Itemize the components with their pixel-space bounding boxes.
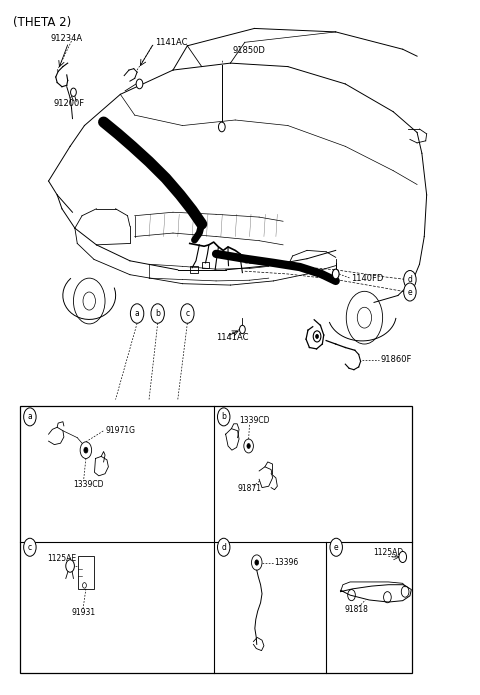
Text: 13396: 13396 bbox=[275, 558, 299, 567]
Text: 91818: 91818 bbox=[344, 605, 368, 614]
Bar bbox=[20, 407, 412, 673]
Text: (THETA 2): (THETA 2) bbox=[12, 16, 71, 29]
Circle shape bbox=[24, 538, 36, 556]
Circle shape bbox=[66, 559, 74, 572]
Circle shape bbox=[151, 304, 164, 323]
Text: 91931: 91931 bbox=[72, 608, 96, 617]
Circle shape bbox=[217, 538, 230, 556]
Circle shape bbox=[330, 538, 342, 556]
Text: 91871: 91871 bbox=[238, 484, 262, 493]
Circle shape bbox=[84, 448, 88, 453]
Text: e: e bbox=[334, 543, 338, 552]
Text: d: d bbox=[221, 543, 226, 552]
Circle shape bbox=[316, 334, 319, 338]
Text: 1140FD: 1140FD bbox=[351, 274, 384, 283]
Text: c: c bbox=[185, 309, 190, 318]
Circle shape bbox=[247, 443, 250, 448]
Circle shape bbox=[240, 325, 245, 334]
Text: c: c bbox=[28, 543, 32, 552]
Text: 91200F: 91200F bbox=[53, 99, 84, 108]
Text: 1141AC: 1141AC bbox=[155, 38, 187, 47]
Circle shape bbox=[399, 551, 407, 562]
Text: a: a bbox=[27, 412, 32, 421]
Circle shape bbox=[255, 560, 259, 565]
Text: 91234A: 91234A bbox=[51, 34, 83, 43]
Text: 91860F: 91860F bbox=[380, 355, 412, 364]
Circle shape bbox=[332, 269, 339, 279]
Bar bbox=[202, 262, 209, 268]
Text: 1141AC: 1141AC bbox=[216, 333, 249, 342]
Circle shape bbox=[71, 88, 76, 97]
Circle shape bbox=[136, 79, 143, 89]
Circle shape bbox=[218, 122, 225, 132]
Circle shape bbox=[131, 304, 144, 323]
Circle shape bbox=[404, 270, 416, 288]
Text: b: b bbox=[155, 309, 160, 318]
Circle shape bbox=[217, 408, 230, 426]
Circle shape bbox=[180, 304, 194, 323]
Bar bbox=[190, 265, 198, 272]
Text: a: a bbox=[135, 309, 140, 318]
Text: e: e bbox=[408, 288, 412, 297]
Bar bbox=[78, 555, 94, 589]
Text: 91971G: 91971G bbox=[105, 426, 135, 435]
Circle shape bbox=[404, 283, 416, 301]
Text: 1339CD: 1339CD bbox=[239, 416, 270, 425]
Text: 1125AE: 1125AE bbox=[48, 554, 77, 563]
Text: 1125AD: 1125AD bbox=[373, 548, 403, 557]
Text: b: b bbox=[221, 412, 226, 421]
Text: 91850D: 91850D bbox=[233, 46, 266, 55]
Text: 1339CD: 1339CD bbox=[73, 480, 104, 489]
Circle shape bbox=[24, 408, 36, 426]
Text: d: d bbox=[408, 275, 412, 284]
